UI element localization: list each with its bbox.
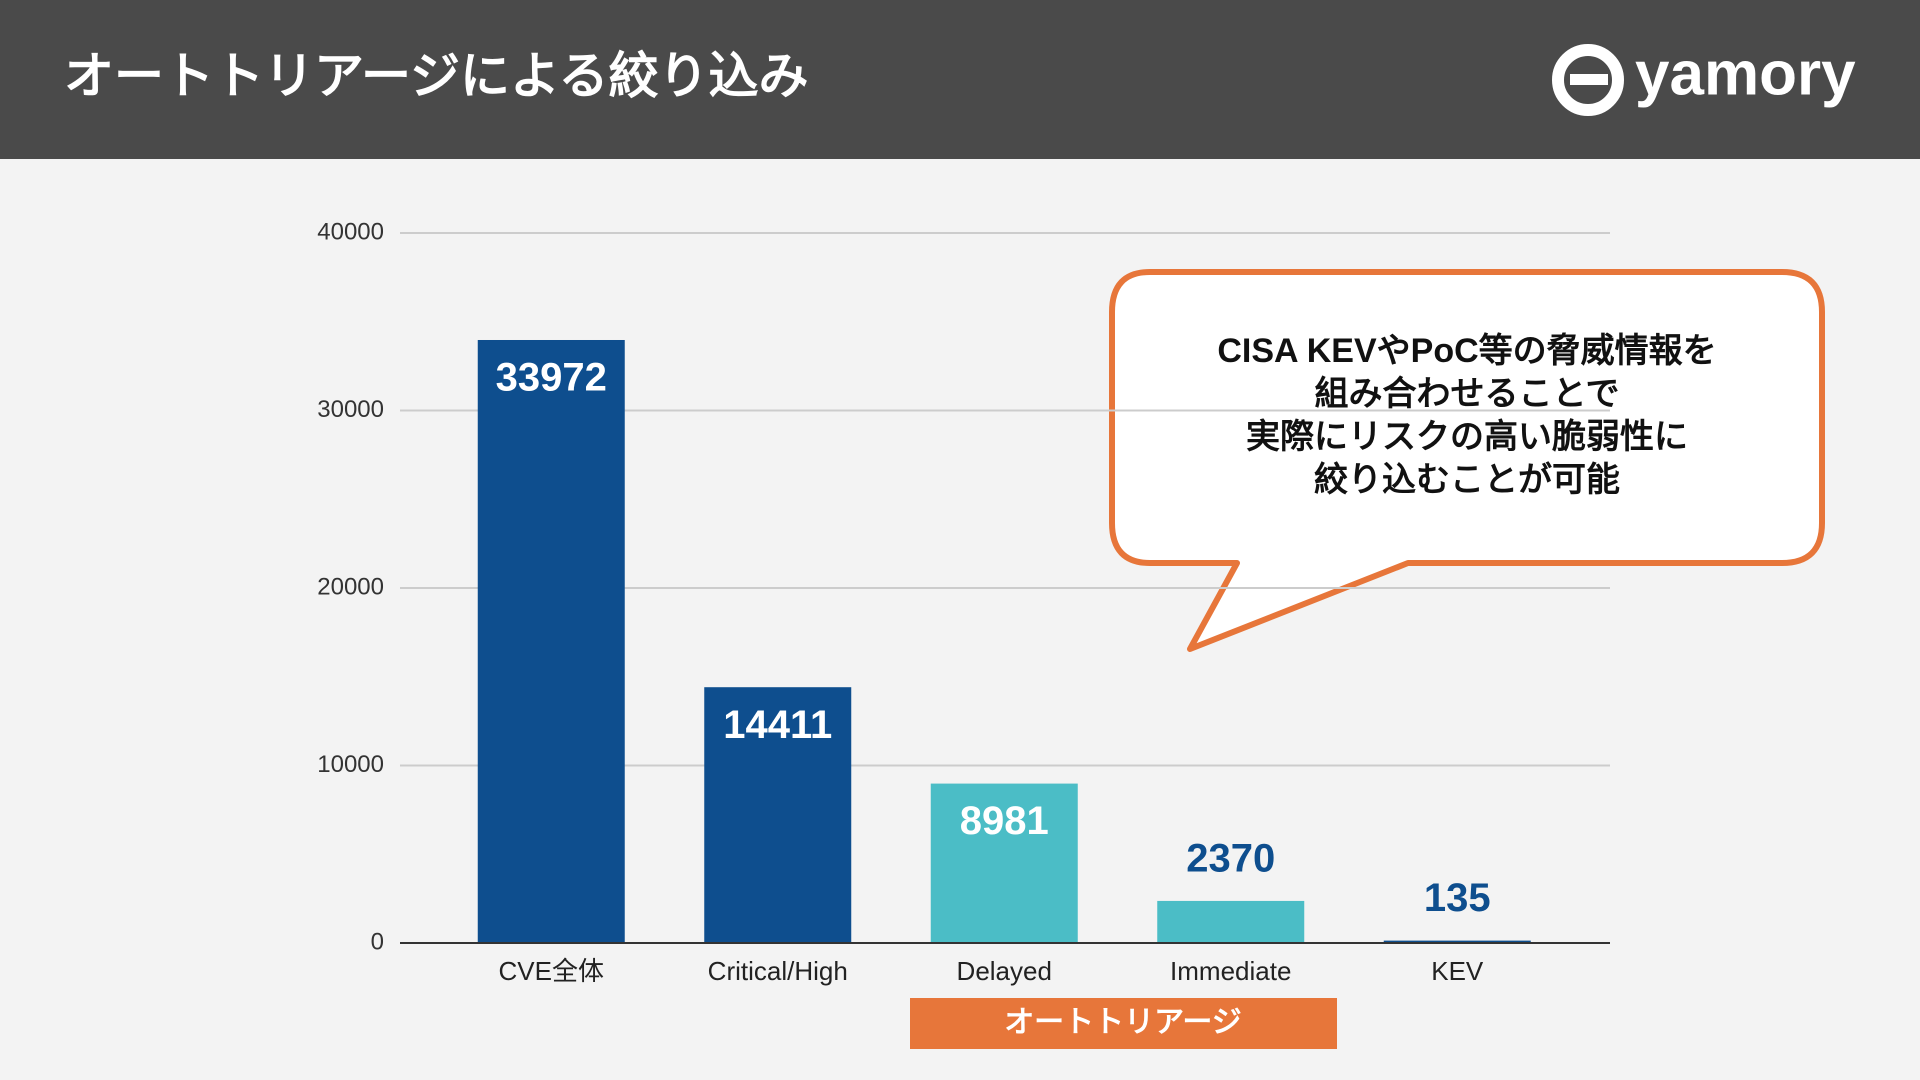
callout-line: 実際にリスクの高い脆弱性に [1246, 417, 1688, 456]
y-tick-label: 40000 [317, 218, 384, 245]
y-tick-label: 10000 [317, 751, 384, 778]
logo-bar [1570, 74, 1608, 85]
bar [704, 687, 852, 943]
logo-icon [1552, 44, 1624, 116]
callout-line: 組み合わせることで [1315, 375, 1620, 413]
bar [477, 339, 625, 943]
slide-title: オートトリアージによる絞り込み [64, 48, 809, 104]
y-tick-label: 30000 [317, 396, 384, 423]
x-tick-label: KEV [1431, 956, 1484, 986]
x-tick-label: CVE全体 [499, 956, 604, 986]
value-label: 33972 [496, 356, 607, 400]
value-label: 8981 [960, 799, 1049, 843]
value-label: 14411 [723, 703, 832, 747]
y-tick-label: 0 [371, 928, 384, 955]
callout-line: CISA KEVやPoC等の脅威情報を [1217, 332, 1716, 370]
callout-shape [1109, 269, 1825, 652]
callout-bubble [1109, 269, 1825, 652]
x-tick-label: Delayed [957, 956, 1052, 986]
logo-text: yamory [1635, 39, 1856, 108]
bar [1383, 940, 1531, 943]
group-label: オートトリアージ [1004, 1006, 1242, 1039]
y-tick-label: 20000 [317, 573, 384, 600]
bar [1157, 900, 1305, 943]
logo-ring [1552, 44, 1624, 116]
x-tick-label: Critical/High [708, 956, 848, 986]
value-label: 135 [1424, 876, 1491, 920]
value-label: 2370 [1186, 836, 1275, 880]
bar [930, 783, 1078, 943]
callout-line: 絞り込むことが可能 [1314, 461, 1620, 499]
group-box [910, 998, 1337, 1049]
x-tick-label: Immediate [1170, 956, 1291, 986]
